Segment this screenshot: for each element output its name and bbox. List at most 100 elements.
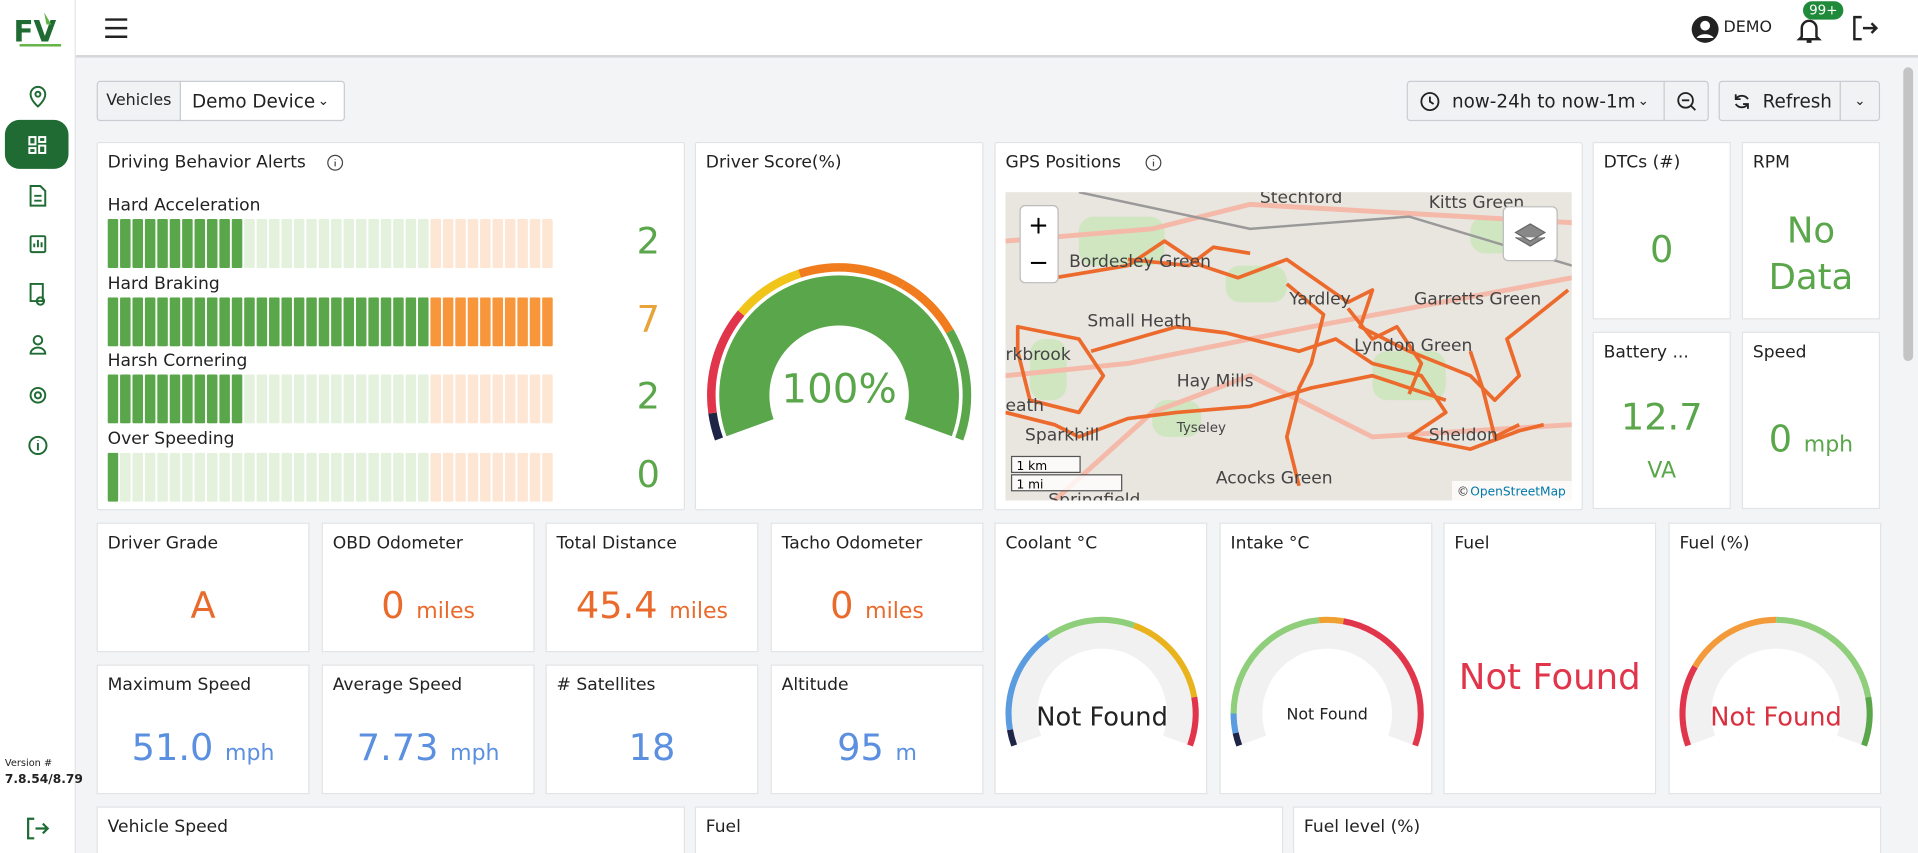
bar-segment xyxy=(269,452,280,502)
bar-segment xyxy=(380,296,392,346)
bar-segment xyxy=(480,452,491,502)
bar-segment xyxy=(467,452,479,502)
bar-segment xyxy=(331,452,342,502)
value: 0 xyxy=(381,584,405,628)
gauge: Not Found xyxy=(1230,616,1424,747)
panel-title: Fuel xyxy=(705,817,741,838)
logo: FV xyxy=(13,12,62,49)
bar-segment xyxy=(144,374,156,424)
bar-segment xyxy=(480,296,491,346)
user-icon[interactable] xyxy=(1690,15,1719,44)
user-name[interactable]: DEMO xyxy=(1723,18,1773,37)
gauge-track xyxy=(1685,622,1867,745)
gauge-value: Not Found xyxy=(1286,705,1367,724)
stat-value: 18 xyxy=(547,727,757,771)
refresh-button[interactable]: Refresh xyxy=(1718,80,1841,122)
bar-segment xyxy=(480,219,491,269)
bar-segment xyxy=(157,296,168,346)
bar-segment xyxy=(244,452,255,502)
logout-button[interactable] xyxy=(1851,13,1880,42)
panel-title: DTCs (#) xyxy=(1603,152,1681,173)
bar-segment xyxy=(331,374,342,424)
info-icon[interactable] xyxy=(327,154,344,171)
bar-segment xyxy=(169,452,181,502)
alert-bar xyxy=(107,296,553,346)
railway xyxy=(1078,192,1572,267)
stat-panel: Tacho Odometer 0 miles xyxy=(770,522,984,653)
gauge-band xyxy=(798,263,906,289)
bar-segment xyxy=(418,452,429,502)
info-icon[interactable] xyxy=(1145,154,1162,171)
stat-value: 0 miles xyxy=(323,585,533,634)
bar-segment xyxy=(144,452,156,502)
bar-segment xyxy=(244,219,255,269)
bar-segment xyxy=(194,374,206,424)
panel-title: Intake °C xyxy=(1230,533,1310,554)
bar-segment xyxy=(318,374,330,424)
chart-panel: Fuel xyxy=(694,806,1284,853)
gauge-value: Not Found xyxy=(1458,655,1641,698)
stat-value: 7.73 mph xyxy=(323,727,533,776)
bar-segment xyxy=(293,219,305,269)
alert-label: Over Speeding xyxy=(107,428,235,449)
bar-segment xyxy=(504,374,516,424)
bar-segment xyxy=(430,219,441,269)
bar-segment xyxy=(542,452,553,502)
bar-segment xyxy=(269,219,280,269)
place-label: Springfield xyxy=(1048,490,1140,500)
device: Demo Device xyxy=(192,89,316,112)
bar-segment xyxy=(132,219,143,269)
bar-segment xyxy=(107,219,119,269)
alert-label: Hard Acceleration xyxy=(107,195,261,216)
alert-bar xyxy=(107,374,553,424)
stat-panel: Speed 0 mph xyxy=(1741,331,1881,510)
logout-icon[interactable] xyxy=(24,815,51,842)
gauge-value: Not Found xyxy=(1036,703,1168,733)
panel-title: GPS Positions xyxy=(1005,152,1121,173)
attribution-link[interactable]: OpenStreetMap xyxy=(1470,485,1566,499)
bar-segment xyxy=(492,296,504,346)
bar-segment xyxy=(343,374,355,424)
zoom-out-time[interactable] xyxy=(1663,80,1709,122)
zoom-in[interactable]: + xyxy=(1028,211,1049,240)
unit: mph xyxy=(225,740,275,767)
zoom-out[interactable]: − xyxy=(1028,247,1049,276)
time-range-picker[interactable]: now-24h to now-1m ⌄ xyxy=(1406,80,1665,122)
bar-segment xyxy=(281,219,292,269)
menu-button[interactable] xyxy=(103,16,130,40)
gauge-band xyxy=(946,329,972,441)
gauge-band xyxy=(1230,713,1239,734)
bar-segment xyxy=(529,374,541,424)
gauge-band xyxy=(1318,616,1344,625)
bell-icon[interactable] xyxy=(1796,16,1823,45)
bar-segment xyxy=(368,374,379,424)
bar-segment xyxy=(293,452,305,502)
place-label: Yardley xyxy=(1288,290,1351,310)
panel-title: Total Distance xyxy=(556,533,677,554)
panel-title: Driving Behavior Alerts xyxy=(107,152,306,173)
scrollbar[interactable] xyxy=(1903,67,1914,362)
bar-segment xyxy=(219,374,230,424)
stat-value: No Data xyxy=(1743,207,1879,300)
bar-segment xyxy=(405,374,417,424)
refresh-options[interactable]: ⌄ xyxy=(1839,80,1881,122)
map[interactable]: Stechford Kitts Green Bordesley Green Yardl… xyxy=(1005,192,1572,501)
bar-segment xyxy=(331,296,342,346)
bar-segment xyxy=(256,219,268,269)
bar-segment xyxy=(182,452,193,502)
scale-mi-label: 1 mi xyxy=(1016,477,1043,491)
bar-segment xyxy=(492,219,504,269)
gauge-band xyxy=(1861,696,1873,747)
stat-value: 0 xyxy=(1594,229,1730,273)
device-select[interactable]: Demo Device ⌄ xyxy=(179,80,345,122)
bar-segment xyxy=(120,452,131,502)
bar-segment xyxy=(107,296,119,346)
place-label: eath xyxy=(1005,396,1044,416)
bar-segment xyxy=(355,296,367,346)
gauge-band xyxy=(1006,729,1018,747)
gps-panel: GPS Positions Stechford Kitts Green Bordes… xyxy=(994,141,1583,511)
bar-segment xyxy=(368,452,379,502)
panel-title: Tacho Odometer xyxy=(781,533,923,554)
panel-title: Driver Score(%) xyxy=(705,152,842,173)
gauge: Not Found xyxy=(1679,616,1873,747)
